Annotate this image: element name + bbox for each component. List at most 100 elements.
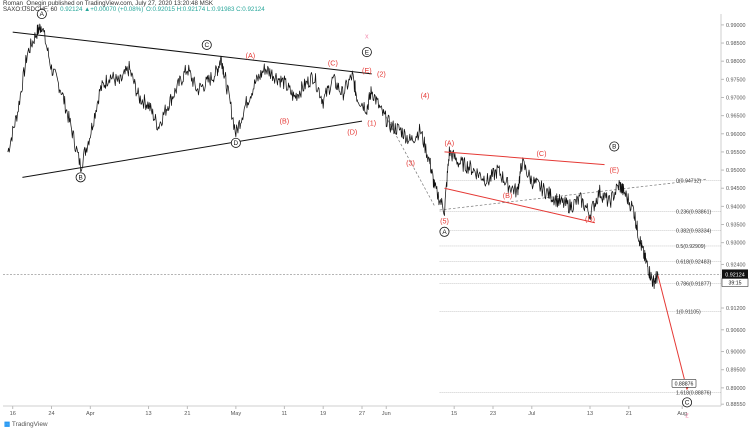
- ohlc-values: O:0.92015 H:0.92174 L:0.91983 C:0.92124: [145, 6, 265, 13]
- wave-label-text: (C): [537, 149, 547, 158]
- y-tick-label: 0.94500: [726, 186, 746, 192]
- x-tick-label: 19: [320, 411, 326, 417]
- x-tick-label: Jul: [528, 411, 535, 417]
- wave-label-text: (4): [421, 91, 430, 100]
- x-tick-label: 21: [626, 411, 632, 417]
- wave-label-ring: [230, 137, 241, 148]
- price-series-line: [7, 23, 659, 289]
- y-tick-label: 0.94000: [726, 204, 746, 210]
- y-tick-label: 0.98500: [726, 41, 746, 47]
- chart-header: Roman_Onegin published on TradingView.co…: [0, 0, 750, 14]
- last-price-value: 0.92124: [725, 272, 745, 278]
- x-tick-label: 24: [48, 411, 54, 417]
- wave-label-circled: A: [439, 226, 450, 237]
- trend-line: [444, 151, 605, 166]
- wave-label-text: A: [442, 229, 447, 236]
- fib-level-label: 1.618(0.88876): [676, 390, 711, 396]
- wave-label-text: E: [365, 49, 369, 56]
- dashed-guide-line: [439, 178, 707, 211]
- wave-label-text: C: [204, 42, 209, 49]
- countdown-bg: [721, 278, 749, 287]
- fib-level-label: 0.5(0.92909): [676, 244, 706, 250]
- y-tick-label: 0.89000: [726, 386, 746, 392]
- wave-label-text: (A): [246, 51, 256, 60]
- wave-label-text: D: [234, 140, 239, 147]
- dashed-guide-line: [381, 108, 436, 207]
- y-tick-label: 0.97500: [726, 77, 746, 83]
- y-tick-label: 0.97000: [726, 95, 746, 101]
- target-box-text: 0.88876: [675, 381, 694, 387]
- trend-line: [657, 275, 688, 390]
- x-tick-label: 21: [184, 411, 190, 417]
- tv-logo-mark: ▩: [4, 421, 11, 428]
- wave-label-text: (E): [609, 166, 619, 175]
- wave-label-text: C: [685, 400, 690, 407]
- y-tick-label: 0.92400: [726, 262, 746, 268]
- wave-label-text: x: [365, 31, 369, 40]
- last-price-tag: 0.92124 39:15: [721, 269, 749, 287]
- symbol-label: SAXO:USDCHF, 60: [3, 6, 58, 13]
- wave-label-circled: D: [230, 137, 241, 148]
- x-tick-label: 11: [281, 411, 287, 417]
- x-tick-label: 23: [490, 411, 496, 417]
- tradingview-logo: ▩ TradingView: [4, 420, 48, 428]
- y-tick-label: 0.90000: [726, 350, 746, 356]
- publisher-line: Roman_Onegin published on TradingView.co…: [3, 0, 214, 7]
- wave-label-ring: [361, 47, 372, 58]
- wave-label-circled: A: [36, 8, 47, 19]
- fib-level-label: 1(0.91105): [676, 309, 701, 315]
- y-tick-label: 0.89500: [726, 368, 746, 374]
- wave-label-circled: B: [75, 172, 86, 183]
- tv-logo-text: TradingView: [11, 421, 48, 428]
- wave-label-ring: [609, 141, 620, 152]
- x-tick-label: 13: [145, 411, 151, 417]
- y-tick-label: 0.95000: [726, 168, 746, 174]
- x-tick-label: Aug: [677, 411, 687, 417]
- wave-label-text: (2): [377, 69, 386, 78]
- y-tick-label: 0.91200: [726, 306, 746, 312]
- wave-label-circled: E: [361, 47, 372, 58]
- wave-label-ring: [439, 226, 450, 237]
- y-tick-label: 0.96500: [726, 114, 746, 120]
- y-tick-label: 0.93500: [726, 223, 746, 229]
- trend-line: [444, 187, 595, 224]
- wave-label-text: A: [40, 11, 45, 18]
- y-tick-label: 0.96000: [726, 132, 746, 138]
- x-tick-label: Apr: [86, 411, 95, 417]
- wave-label-text: B: [612, 144, 616, 151]
- fib-level-label: 0.786(0.91877): [676, 281, 711, 287]
- fib-level-label: 0.236(0.93861): [676, 209, 711, 215]
- fib-level-label: 0(0.94712): [676, 179, 701, 185]
- wave-label-text: B: [78, 175, 82, 182]
- last-price-tag-bg: [722, 269, 748, 279]
- fib-level-label: 0.382(0.93334): [676, 229, 711, 235]
- wave-label-ring: [201, 39, 212, 50]
- y-tick-label: 0.98000: [726, 59, 746, 65]
- x-tick-label: Jun: [382, 411, 391, 417]
- wave-label-ring: [36, 8, 47, 19]
- bar-countdown: 39:15: [729, 280, 742, 286]
- wave-label-text: (C): [328, 59, 338, 68]
- wave-label-text: (5): [440, 216, 449, 225]
- y-tick-label: 0.88550: [726, 402, 746, 408]
- x-tick-label: 16: [10, 411, 16, 417]
- wave-label-text: (B): [503, 191, 513, 200]
- wave-label-text: z: [685, 411, 689, 420]
- y-tick-label: 0.95500: [726, 150, 746, 156]
- wave-label-text: (D): [585, 215, 595, 224]
- y-tick-label: 0.93000: [726, 241, 746, 247]
- wave-label-text: (1): [367, 118, 376, 127]
- wave-label-text: (3): [406, 158, 415, 167]
- y-tick-label: 0.90600: [726, 328, 746, 334]
- wave-label-circled: C: [682, 397, 693, 408]
- fib-level-label: 0.618(0.92483): [676, 259, 711, 265]
- wave-label-ring: [682, 397, 693, 408]
- wave-label-ring: [75, 172, 86, 183]
- target-box-rect: [671, 379, 697, 388]
- symbol-line: SAXO:USDCHF, 60 0.92124 ▲+0.00070 (+0.08…: [3, 6, 266, 13]
- x-tick-label: 13: [587, 411, 593, 417]
- trend-line: [12, 31, 372, 75]
- x-tick-label: May: [231, 411, 242, 417]
- wave-label-text: (E): [362, 66, 372, 75]
